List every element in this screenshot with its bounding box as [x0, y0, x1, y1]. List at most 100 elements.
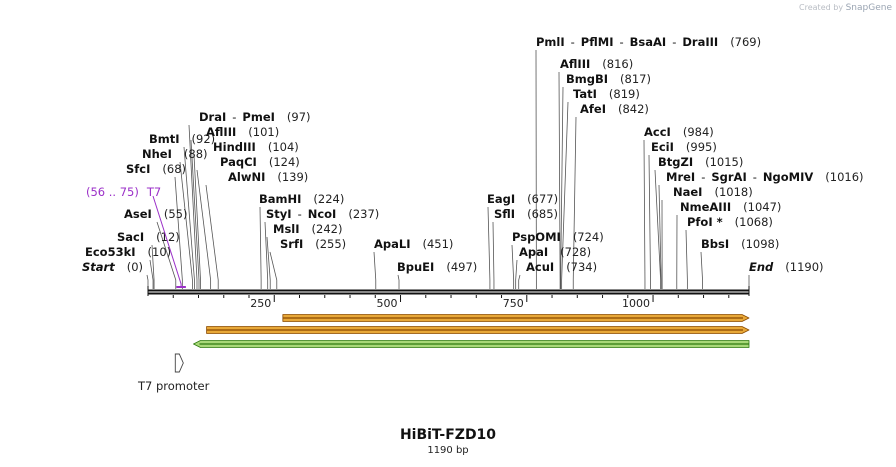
enzyme-name: SgrAI [711, 170, 746, 184]
cut-site-position: (685) [527, 207, 558, 221]
enzyme-name: ApaI [519, 245, 548, 259]
cut-site-position: (819) [609, 87, 640, 101]
enzyme-name: DraI [199, 110, 226, 124]
name-separator: - [571, 35, 575, 49]
site-line-bmti [183, 146, 195, 289]
enzyme-name: BmgBI [566, 72, 608, 86]
ruler-label-750: 750 [503, 297, 524, 310]
enzyme-name: PflMI [581, 35, 614, 49]
site-line-btgzi [654, 169, 662, 289]
enzyme-label-tati: TatI (819) [573, 87, 640, 101]
ruler: 250 500 750 1000 [172, 295, 730, 310]
ruler-label-500: 500 [377, 297, 398, 310]
enzyme-label-pfoi: PfoI * (1068) [687, 215, 773, 229]
enzyme-name: BamHI [259, 192, 301, 206]
cut-site-position: (497) [446, 260, 477, 274]
enzyme-name: Eco53kI [85, 245, 136, 259]
backbone-bottom-strand [148, 292, 749, 295]
enzyme-label-apai: ApaI (728) [519, 245, 591, 259]
enzyme-name: DraIII [682, 35, 718, 49]
enzyme-name: MslI [273, 222, 300, 236]
enzyme-label-apali: ApaLI (451) [374, 237, 453, 251]
name-separator: - [672, 35, 676, 49]
site-line-sfli [492, 221, 495, 289]
site-line-nhei [179, 161, 193, 289]
enzyme-name: PmlI [536, 35, 565, 49]
site-line-paqci [196, 169, 212, 289]
enzyme-name: PmeI [242, 110, 275, 124]
enzyme-name: ApaLI [374, 237, 411, 251]
enzyme-label-alwni: AlwNI (139) [228, 170, 308, 184]
enzyme-name: AflIII [560, 57, 590, 71]
enzyme-label-nhei: NheI (88) [142, 147, 208, 161]
enzyme-name: MreI [666, 170, 695, 184]
enzyme-name: NgoMIV [763, 170, 813, 184]
cut-site-position: (842) [618, 102, 649, 116]
enzyme-label-naei: NaeI (1018) [673, 185, 753, 199]
name-separator: - [232, 110, 236, 124]
cut-site-position: (1098) [741, 237, 779, 251]
enzyme-name: NcoI [308, 207, 337, 221]
enzyme-name: EciI [651, 140, 674, 154]
enzyme-name: TatI [573, 87, 597, 101]
enzyme-name: AlwNI [228, 170, 265, 184]
enzyme-label-eagi: EagI (677) [487, 192, 558, 206]
ruler-label-250: 250 [250, 297, 271, 310]
site-line-pspomi [511, 244, 515, 289]
primer-binding-mark [176, 286, 186, 288]
enzyme-label-saci: SacI (12) [117, 230, 180, 244]
promoter-arrow-icon [174, 353, 184, 373]
snapgene-credit: Created by SnapGene [799, 3, 892, 13]
site-line-acui [518, 274, 521, 289]
enzyme-label-styi-ncoi: StyI - NcoI (237) [266, 207, 379, 221]
enzyme-label-acci: AccI (984) [644, 125, 714, 139]
enzyme-label-start: Start (0) [82, 260, 143, 274]
enzyme-name: PfoI * [687, 215, 723, 229]
cut-site-position: (88) [184, 147, 208, 161]
enzyme-name: EagI [487, 192, 515, 206]
enzyme-name: PspOMI [512, 230, 561, 244]
cut-site-position: (1068) [735, 215, 773, 229]
name-separator: - [298, 207, 302, 221]
site-line-asei [156, 221, 177, 289]
enzyme-label-hindiii: HindIII (104) [213, 140, 299, 154]
enzyme-label-afei: AfeI (842) [580, 102, 649, 116]
cut-site-position: (734) [566, 260, 597, 274]
enzyme-label-bpuei: BpuEI (497) [397, 260, 477, 274]
enzyme-label-btgzi: BtgZI (1015) [658, 155, 743, 169]
enzyme-label-eco53ki: Eco53kI (10) [85, 245, 171, 259]
cut-site-position: (1047) [743, 200, 781, 214]
cut-site-position: (92) [192, 132, 216, 146]
enzyme-name: HindIII [213, 140, 256, 154]
site-line-saci [151, 244, 155, 289]
enzyme-name: AccI [644, 125, 671, 139]
primer-site: (56 .. 75) [86, 185, 139, 199]
primer-annotation: (56 .. 75) T7 [86, 185, 186, 288]
enzyme-label-pmli-pflmi-bsaai-draiii: PmlI - PflMI - BsaAI - DraIII (769) [536, 35, 761, 49]
site-line-bbsi [700, 251, 703, 289]
enzyme-label-end: End (1190) [749, 260, 824, 274]
enzyme-name: NaeI [673, 185, 702, 199]
site-line-mrei-sgrai-ngomiv [658, 184, 662, 289]
enzyme-label-srfi: SrfI (255) [280, 237, 346, 251]
promoter-annotation: T7 promoter [137, 353, 210, 393]
enzyme-label-bamhi: BamHI (224) [259, 192, 344, 206]
enzyme-name: BbsI [701, 237, 729, 251]
cut-site-position: (451) [423, 237, 454, 251]
site-line-apali [373, 251, 377, 289]
enzyme-name: AflIII [206, 125, 236, 139]
enzyme-label-ecii: EciI (995) [651, 140, 717, 154]
cut-site-position: (724) [573, 230, 604, 244]
site-line-msli [266, 236, 271, 289]
enzyme-name: BpuEI [397, 260, 434, 274]
cut-site-position: (769) [730, 35, 761, 49]
cut-site-position: (0) [127, 260, 143, 274]
enzyme-label-afliii: AflIII (101) [206, 125, 279, 139]
cut-site-position: (728) [560, 245, 591, 259]
cut-site-position: (1190) [785, 260, 823, 274]
site-line-eagi [487, 206, 491, 289]
backbone-top-strand [148, 289, 749, 292]
enzyme-label-bbsi: BbsI (1098) [701, 237, 779, 251]
site-line-bpuei [397, 274, 400, 289]
site-line-pfoi [685, 229, 688, 289]
